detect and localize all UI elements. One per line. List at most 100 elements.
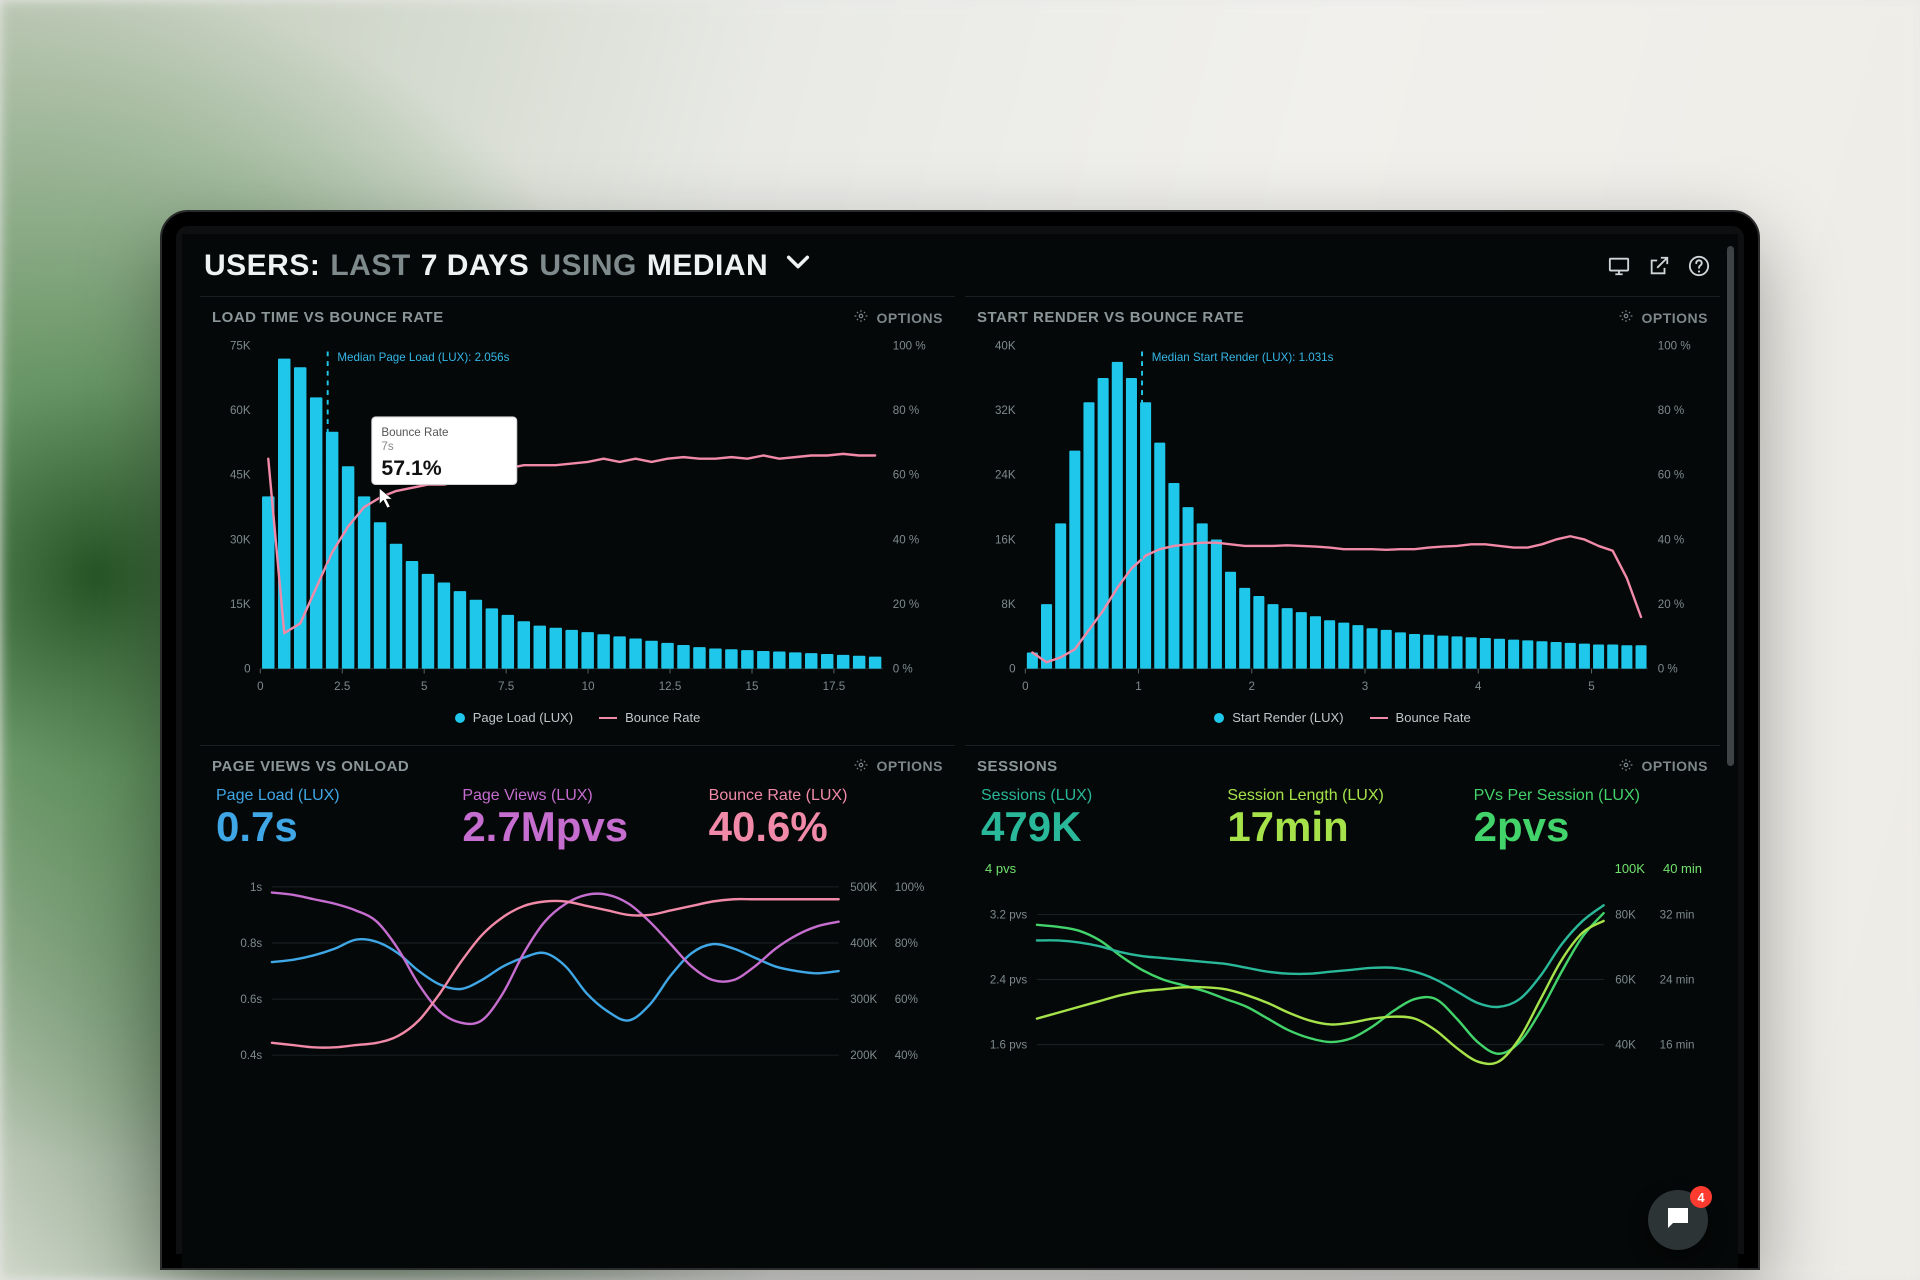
svg-text:12.5: 12.5 — [659, 680, 682, 693]
gear-icon — [1619, 309, 1633, 326]
svg-text:8K: 8K — [1001, 598, 1015, 611]
svg-text:200K: 200K — [850, 1049, 877, 1062]
svg-text:40 %: 40 % — [1658, 533, 1684, 546]
svg-text:20 %: 20 % — [1658, 598, 1684, 611]
panel3-options-label: OPTIONS — [876, 758, 943, 774]
svg-text:5: 5 — [421, 680, 427, 693]
panel4-options-label: OPTIONS — [1641, 758, 1708, 774]
svg-text:0: 0 — [244, 663, 250, 676]
panel1-legend-bar: Page Load (LUX) — [473, 710, 573, 725]
svg-text:32 min: 32 min — [1660, 908, 1695, 921]
scrollbar[interactable] — [1727, 246, 1734, 766]
svg-text:2.4 pvs: 2.4 pvs — [990, 973, 1028, 986]
metric-2[interactable]: PVs Per Session (LUX) 2pvs — [1474, 787, 1704, 849]
svg-text:7.5: 7.5 — [498, 680, 514, 693]
svg-text:0: 0 — [257, 680, 263, 693]
metric-label: Page Load (LUX) — [216, 787, 446, 805]
svg-text:7s: 7s — [381, 440, 393, 453]
svg-text:57.1%: 57.1% — [381, 456, 441, 480]
metric-2[interactable]: Bounce Rate (LUX) 40.6% — [709, 787, 939, 849]
svg-text:10: 10 — [582, 680, 595, 693]
screen: USERS: LAST 7 DAYS USING MEDIAN — [182, 234, 1738, 1268]
svg-text:Bounce Rate: Bounce Rate — [381, 426, 448, 439]
panel1-title: LOAD TIME VS BOUNCE RATE — [212, 309, 444, 326]
svg-text:1.6 pvs: 1.6 pvs — [990, 1038, 1028, 1051]
svg-text:20 %: 20 % — [893, 598, 919, 611]
gear-icon — [1619, 758, 1633, 775]
metric-1[interactable]: Page Views (LUX) 2.7Mpvs — [462, 787, 692, 849]
panel4-top-right-a: 100K — [1615, 861, 1645, 876]
help-icon[interactable] — [1688, 255, 1710, 277]
chevron-down-icon[interactable] — [784, 248, 812, 284]
chart-load-vs-bounce[interactable]: 75K60K45K30K15K0100 %80 %60 %40 %20 %0 %… — [210, 336, 945, 704]
svg-text:40K: 40K — [1615, 1038, 1636, 1051]
panel4-title: SESSIONS — [977, 758, 1058, 775]
svg-text:24 min: 24 min — [1660, 973, 1695, 986]
title-prefix: USERS: — [204, 249, 320, 283]
chart-pageviews-onload[interactable]: 1s500K100%0.8s400K80%0.6s300K60%0.4s200K… — [210, 855, 945, 1087]
svg-text:5: 5 — [1588, 680, 1594, 693]
panel2-legend-bar: Start Render (LUX) — [1232, 710, 1343, 725]
metric-label: Session Length (LUX) — [1227, 787, 1457, 805]
panel1-options-label: OPTIONS — [876, 310, 943, 326]
metric-label: Sessions (LUX) — [981, 787, 1211, 805]
svg-text:300K: 300K — [850, 993, 877, 1006]
svg-text:0 %: 0 % — [893, 663, 913, 676]
panel4-options-button[interactable]: OPTIONS — [1619, 758, 1708, 775]
svg-text:60 %: 60 % — [1658, 469, 1684, 482]
panel1-legend-line: Bounce Rate — [625, 710, 700, 725]
svg-text:30K: 30K — [230, 533, 251, 546]
panel2-options-button[interactable]: OPTIONS — [1619, 309, 1708, 326]
panel4-top-right-b: 40 min — [1663, 861, 1702, 876]
page-title[interactable]: USERS: LAST 7 DAYS USING MEDIAN — [204, 248, 812, 284]
svg-text:100 %: 100 % — [893, 340, 926, 353]
panel-render-vs-bounce: START RENDER VS BOUNCE RATE OPTIONS 40K 3… — [965, 296, 1720, 735]
svg-text:60K: 60K — [1615, 973, 1636, 986]
svg-text:0: 0 — [1022, 680, 1028, 693]
svg-text:16 min: 16 min — [1660, 1038, 1695, 1051]
monitor-icon[interactable] — [1608, 255, 1630, 277]
metric-value: 2.7Mpvs — [462, 805, 692, 849]
chat-widget[interactable]: 4 — [1648, 1190, 1708, 1250]
svg-text:40K: 40K — [995, 340, 1016, 353]
panel1-legend: Page Load (LUX) Bounce Rate — [210, 704, 945, 725]
svg-text:0.6s: 0.6s — [240, 993, 262, 1006]
panel1-options-button[interactable]: OPTIONS — [854, 309, 943, 326]
metric-value: 2pvs — [1474, 805, 1704, 849]
metric-value: 40.6% — [709, 805, 939, 849]
chart-render-vs-bounce[interactable]: 40K32K24K16K8K0100 %80 %60 %40 %20 %0 %0… — [975, 336, 1710, 704]
metric-1[interactable]: Session Length (LUX) 17min — [1227, 787, 1457, 849]
svg-text:3: 3 — [1362, 680, 1368, 693]
panel-sessions: SESSIONS OPTIONS Sessions (LUX) 479KSess… — [965, 745, 1720, 1097]
svg-text:80 %: 80 % — [893, 404, 919, 417]
panel3-options-button[interactable]: OPTIONS — [854, 758, 943, 775]
svg-text:32K: 32K — [995, 404, 1016, 417]
svg-text:60K: 60K — [230, 404, 251, 417]
svg-text:45K: 45K — [230, 469, 251, 482]
svg-text:0.8s: 0.8s — [240, 936, 262, 949]
svg-text:Median Page Load (LUX): 2.056s: Median Page Load (LUX): 2.056s — [337, 351, 509, 364]
share-icon[interactable] — [1648, 255, 1670, 277]
svg-text:0.4s: 0.4s — [240, 1049, 262, 1062]
svg-text:Median Start Render (LUX): 1.0: Median Start Render (LUX): 1.031s — [1152, 351, 1334, 364]
panel-pageviews-vs-onload: PAGE VIEWS VS ONLOAD OPTIONS Page Load (… — [200, 745, 955, 1097]
metric-label: Page Views (LUX) — [462, 787, 692, 805]
chat-unread-badge: 4 — [1690, 1186, 1712, 1208]
svg-text:2.5: 2.5 — [334, 680, 350, 693]
svg-text:100%: 100% — [895, 880, 925, 893]
svg-text:80K: 80K — [1615, 908, 1636, 921]
panel2-legend: Start Render (LUX) Bounce Rate — [975, 704, 1710, 725]
svg-text:15K: 15K — [230, 598, 251, 611]
metric-0[interactable]: Page Load (LUX) 0.7s — [216, 787, 446, 849]
panel4-top-left: 4 pvs — [985, 861, 1016, 876]
svg-text:40 %: 40 % — [893, 533, 919, 546]
svg-text:40%: 40% — [895, 1049, 918, 1062]
metric-0[interactable]: Sessions (LUX) 479K — [981, 787, 1211, 849]
panel3-title: PAGE VIEWS VS ONLOAD — [212, 758, 409, 775]
panel2-title: START RENDER VS BOUNCE RATE — [977, 309, 1244, 326]
laptop-frame: USERS: LAST 7 DAYS USING MEDIAN — [160, 210, 1760, 1270]
svg-text:500K: 500K — [850, 880, 877, 893]
chart-sessions[interactable]: 3.2 pvs80K32 min2.4 pvs60K24 min1.6 pvs4… — [975, 878, 1710, 1081]
metric-label: Bounce Rate (LUX) — [709, 787, 939, 805]
metric-value: 0.7s — [216, 805, 446, 849]
